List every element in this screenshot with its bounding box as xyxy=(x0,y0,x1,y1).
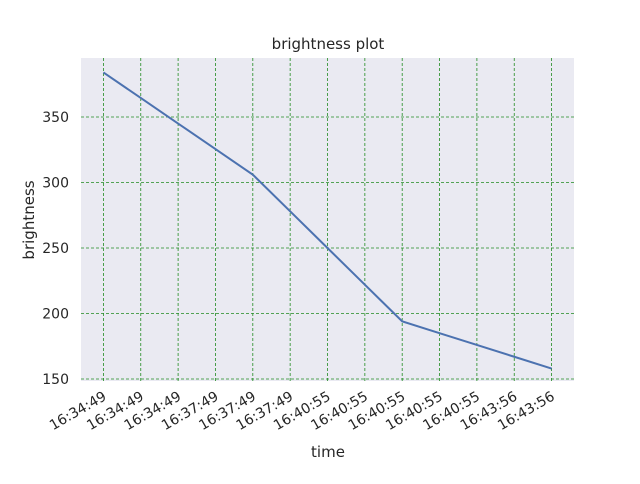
chart-title: brightness plot xyxy=(272,35,385,53)
y-tick-label: 150 xyxy=(42,372,69,388)
y-tick-label: 300 xyxy=(42,175,69,191)
y-tick-label: 250 xyxy=(42,241,69,257)
x-axis-label: time xyxy=(311,443,345,461)
y-tick-label: 200 xyxy=(42,307,69,323)
data-line xyxy=(102,71,552,370)
y-tick-label: 350 xyxy=(42,110,69,126)
y-axis-label: brightness xyxy=(20,180,38,259)
